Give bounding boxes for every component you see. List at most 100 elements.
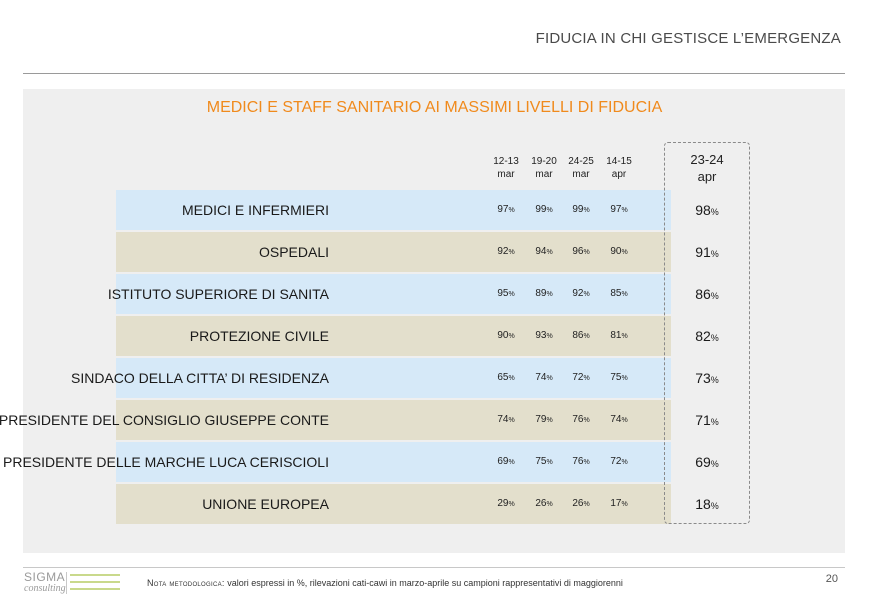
value-number: 95 [497, 288, 509, 299]
value-number: 65 [497, 372, 509, 383]
logo-sub-text: consulting [24, 583, 66, 594]
value-number: 73 [695, 370, 711, 386]
column-header-period: 24-25 [568, 156, 594, 167]
percent-sign: % [621, 501, 628, 508]
chart-title: MEDICI E STAFF SANITARIO AI MASSIMI LIVE… [206, 99, 663, 116]
value-cell: 94% [525, 232, 563, 272]
percent-sign: % [546, 291, 553, 298]
latest-value-cell: 71% [664, 400, 750, 440]
value-cell: 26% [525, 484, 563, 524]
value-number: 92 [572, 288, 584, 299]
latest-column-highlight [664, 142, 750, 524]
table-row: PRESIDENTE DELLE MARCHE LUCA CERISCIOLI 6… [3, 442, 719, 482]
value-number: 18 [695, 496, 711, 512]
value-number: 69 [497, 456, 509, 467]
footer-divider [23, 567, 845, 568]
value-number: 26 [572, 498, 584, 509]
page-number: 20 [825, 573, 838, 585]
column-header-period: 12-13 [493, 156, 519, 167]
value-cell: 97% [600, 190, 638, 230]
value-number: 79 [535, 414, 547, 425]
percent-sign: % [583, 249, 590, 256]
value-number: 17 [610, 498, 622, 509]
value-cell: 17% [600, 484, 638, 524]
value-cell: 93% [525, 316, 563, 356]
value-number: 75 [610, 372, 622, 383]
table-row: UNIONE EUROPEA 29% 26% 26% 17% 18% [116, 484, 719, 524]
column-header-23-24-apr: 23-24 apr [664, 151, 750, 185]
logo-main-text: SIGMA [24, 570, 66, 584]
latest-value-cell: 91% [664, 232, 750, 272]
value-number: 97 [610, 204, 622, 215]
value-cell: 79% [525, 400, 563, 440]
percent-sign: % [583, 417, 590, 424]
value-number: 98 [695, 202, 711, 218]
table-row: PRESIDENTE DEL CONSIGLIO GIUSEPPE CONTE 7… [0, 400, 719, 440]
value-number: 90 [610, 246, 622, 257]
column-header-month: mar [572, 169, 590, 180]
column-header-month: mar [535, 169, 553, 180]
value-number: 76 [572, 414, 584, 425]
value-cell: 74% [600, 400, 638, 440]
percent-sign: % [508, 249, 515, 256]
page-header-title: FIDUCIA IN CHI GESTISCE L’EMERGENZA [535, 30, 841, 47]
value-cell: 95% [487, 274, 525, 314]
percent-sign: % [546, 459, 553, 466]
table-row: ISTITUTO SUPERIORE DI SANITA 95% 89% 92% 85%… [108, 274, 719, 314]
value-number: 99 [535, 204, 547, 215]
column-header-14-15-apr: 14-15 apr [600, 155, 638, 181]
value-number: 93 [535, 330, 547, 341]
value-cell: 74% [487, 400, 525, 440]
column-header-month: apr [697, 169, 717, 184]
value-number: 74 [497, 414, 509, 425]
value-cell: 26% [562, 484, 600, 524]
value-cell: 92% [562, 274, 600, 314]
column-header-12-13-mar: 12-13 mar [487, 155, 525, 181]
value-number: 74 [610, 414, 622, 425]
table-row: SINDACO DELLA CITTA’ DI RESIDENZA 65% 74% 7… [71, 358, 719, 398]
column-header-19-20-mar: 19-20 mar [525, 155, 563, 181]
value-cell: 74% [525, 358, 563, 398]
percent-sign: % [710, 459, 719, 469]
percent-sign: % [710, 291, 719, 301]
percent-sign: % [583, 375, 590, 382]
value-number: 92 [497, 246, 509, 257]
row-label: UNIONE EUROPEA [202, 496, 329, 512]
row-label: PROTEZIONE CIVILE [189, 328, 329, 344]
percent-sign: % [546, 249, 553, 256]
value-cell: 99% [525, 190, 563, 230]
value-cell: 81% [600, 316, 638, 356]
value-cell: 75% [600, 358, 638, 398]
value-number: 26 [535, 498, 547, 509]
percent-sign: % [546, 375, 553, 382]
percent-sign: % [546, 333, 553, 340]
value-number: 29 [497, 498, 509, 509]
percent-sign: % [621, 417, 628, 424]
header-divider [23, 73, 845, 74]
row-label: OSPEDALI [258, 244, 329, 260]
column-header-month: mar [497, 169, 515, 180]
percent-sign: % [508, 291, 515, 298]
column-header-month: apr [611, 169, 627, 180]
percent-sign: % [546, 207, 553, 214]
value-cell: 96% [562, 232, 600, 272]
table-row: PROTEZIONE CIVILE 90% 93% 86% 81% 82% [116, 316, 719, 356]
percent-sign: % [621, 375, 628, 382]
row-label: MEDICI E INFERMIERI [181, 202, 329, 218]
methodology-note-text: valori espressi in %, rilevazioni cati-c… [224, 578, 623, 588]
percent-sign: % [508, 459, 515, 466]
percent-sign: % [621, 291, 628, 298]
value-number: 86 [695, 286, 711, 302]
column-header-period: 19-20 [531, 156, 557, 167]
percent-sign: % [508, 417, 515, 424]
percent-sign: % [546, 417, 553, 424]
value-number: 76 [572, 456, 584, 467]
percent-sign: % [710, 249, 719, 259]
percent-sign: % [621, 207, 628, 214]
value-cell: 76% [562, 400, 600, 440]
percent-sign: % [710, 375, 719, 385]
percent-sign: % [710, 333, 719, 343]
logo-separator [66, 572, 67, 594]
value-cell: 75% [525, 442, 563, 482]
percent-sign: % [583, 501, 590, 508]
